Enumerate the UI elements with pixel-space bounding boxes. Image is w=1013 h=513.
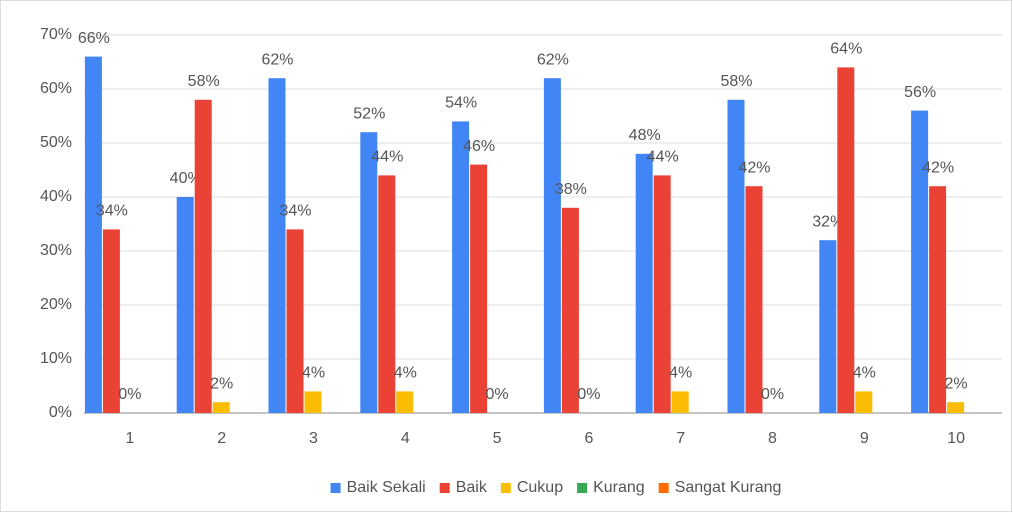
data-label: 66% <box>78 30 110 47</box>
bar <box>543 78 561 413</box>
data-label: 40% <box>170 170 202 187</box>
data-label: 58% <box>720 73 752 90</box>
legend-label: Baik Sekali <box>347 479 426 496</box>
bar <box>837 67 855 414</box>
x-tick-label: 2 <box>217 430 226 447</box>
bar <box>304 391 322 413</box>
legend-label: Baik <box>456 479 488 496</box>
y-tick-label: 10% <box>40 350 72 367</box>
bar <box>819 240 837 413</box>
data-label: 0% <box>761 386 784 403</box>
data-label: 64% <box>830 41 862 58</box>
x-tick-label: 9 <box>860 430 869 447</box>
bar <box>911 110 929 413</box>
legend-swatch <box>500 483 511 493</box>
bar <box>378 175 396 413</box>
bar <box>561 207 579 413</box>
y-tick-label: 70% <box>40 26 72 43</box>
bar <box>194 99 212 414</box>
data-label: 2% <box>210 375 233 392</box>
data-label: 44% <box>647 149 679 166</box>
bar <box>84 56 102 413</box>
bar <box>470 164 488 413</box>
y-tick-label: 60% <box>40 80 72 97</box>
bar <box>855 391 873 413</box>
bar <box>212 402 230 413</box>
data-label: 58% <box>188 73 220 90</box>
y-tick-label: 0% <box>49 404 72 421</box>
bar <box>929 186 947 413</box>
data-label: 54% <box>445 95 477 112</box>
bar <box>360 132 378 413</box>
data-label: 44% <box>371 149 403 166</box>
data-label: 0% <box>577 386 600 403</box>
bar <box>947 402 965 413</box>
data-label: 34% <box>96 203 128 220</box>
data-label: 62% <box>261 51 293 68</box>
bar <box>671 391 689 413</box>
data-label: 56% <box>904 84 936 101</box>
legend-swatch <box>577 483 588 493</box>
bar <box>102 229 120 413</box>
bar <box>176 197 194 413</box>
bar <box>396 391 414 413</box>
legend-swatch <box>658 483 669 493</box>
y-tick-label: 50% <box>40 134 72 151</box>
data-label: 0% <box>118 386 141 403</box>
bar <box>653 175 671 413</box>
data-label: 38% <box>555 181 587 198</box>
y-tick-label: 20% <box>40 296 72 313</box>
y-tick-label: 40% <box>40 188 72 205</box>
legend-label: Kurang <box>593 479 645 496</box>
x-tick-label: 8 <box>768 430 777 447</box>
data-label: 48% <box>629 127 661 144</box>
legend-label: Cukup <box>517 479 563 496</box>
data-label: 2% <box>945 375 968 392</box>
x-tick-label: 5 <box>493 430 502 447</box>
data-label: 52% <box>353 105 385 122</box>
bar <box>268 78 286 413</box>
x-tick-label: 1 <box>125 430 134 447</box>
x-tick-label: 7 <box>676 430 685 447</box>
x-tick-label: 10 <box>947 430 965 447</box>
data-label: 4% <box>302 365 325 382</box>
x-tick-label: 3 <box>309 430 318 447</box>
data-label: 0% <box>486 386 509 403</box>
data-label: 42% <box>922 159 954 176</box>
data-label: 4% <box>669 365 692 382</box>
x-tick-label: 6 <box>584 430 593 447</box>
data-label: 62% <box>537 51 569 68</box>
bar <box>745 186 763 413</box>
y-tick-label: 30% <box>40 242 72 259</box>
data-label: 32% <box>812 213 844 230</box>
legend-swatch <box>330 483 341 493</box>
legend-swatch <box>439 483 450 493</box>
bar <box>727 99 745 414</box>
data-label: 34% <box>279 203 311 220</box>
legend-label: Sangat Kurang <box>675 479 782 496</box>
data-label: 46% <box>463 138 495 155</box>
bar <box>635 153 653 414</box>
bar <box>452 121 470 414</box>
bar <box>286 229 304 413</box>
data-label: 4% <box>394 365 417 382</box>
x-tick-label: 4 <box>401 430 410 447</box>
data-label: 42% <box>738 159 770 176</box>
data-label: 4% <box>853 365 876 382</box>
